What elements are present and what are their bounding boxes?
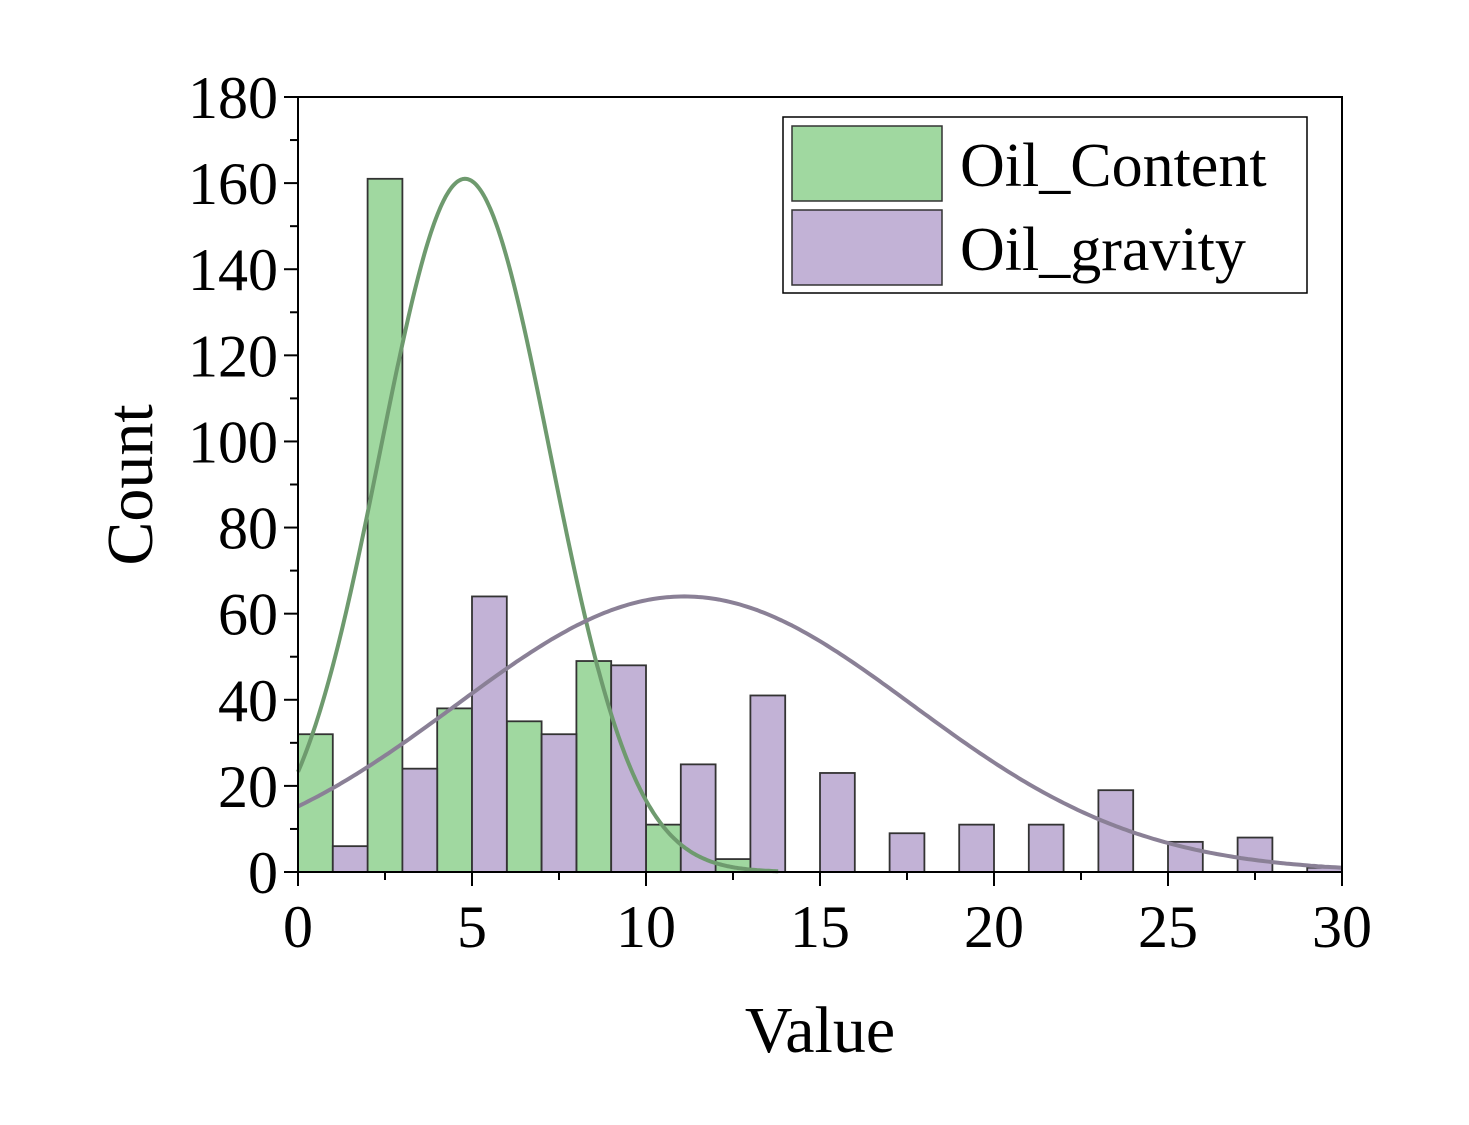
bar-oil-gravity (749, 694, 787, 873)
y-tick-label: 80 (218, 496, 278, 562)
x-tick-label: 0 (283, 894, 313, 960)
bar-oil-content (505, 720, 543, 873)
x-tick-labels: 0 5 10 15 20 25 30 (283, 894, 1372, 960)
bar-oil-gravity (471, 595, 508, 873)
y-tick-label: 20 (218, 754, 278, 820)
y-tick-label: 120 (188, 323, 278, 389)
bar-oil-content (645, 823, 682, 873)
bar-oil-gravity (888, 832, 926, 873)
legend-swatch-oil-gravity (791, 209, 943, 286)
bar-oil-gravity (1236, 836, 1274, 873)
fit-curve-oil-content (296, 176, 779, 874)
bar-oil-gravity (1027, 823, 1065, 873)
legend-label-oil-gravity: Oil_gravity (960, 216, 1246, 284)
x-tick-label: 10 (616, 894, 676, 960)
y-tick-label: 140 (188, 237, 278, 303)
legend-label-oil-content: Oil_Content (960, 132, 1267, 200)
y-tick-label: 180 (188, 65, 278, 131)
bar-oil-gravity (401, 767, 439, 873)
x-tick-label: 5 (457, 894, 487, 960)
x-axis-title: Value (745, 994, 895, 1067)
bar-oil-gravity (331, 845, 369, 873)
fit-curve-oil-gravity (297, 594, 1343, 870)
y-tick-label: 60 (218, 582, 278, 648)
fit-curves-layer (296, 176, 1343, 874)
y-tick-label: 100 (188, 409, 278, 475)
bar-oil-gravity (540, 733, 578, 873)
bar-oil-gravity (819, 772, 856, 873)
x-tick-label: 20 (964, 894, 1024, 960)
y-tick-label: 0 (248, 840, 278, 906)
y-tick-label: 40 (218, 668, 278, 734)
bars-layer (297, 177, 1343, 873)
y-tick-label: 160 (188, 151, 278, 217)
bar-oil-gravity (958, 823, 995, 873)
legend: Oil_Content Oil_gravity (782, 116, 1308, 294)
x-tick-label: 15 (790, 894, 850, 960)
axis-ticks (284, 96, 1343, 886)
x-tick-label: 25 (1138, 894, 1198, 960)
y-axis-title: Count (94, 404, 167, 565)
bar-oil-content (436, 707, 473, 873)
legend-swatch-oil-content (791, 125, 943, 202)
y-tick-labels: 0 20 40 60 80 100 120 140 160 180 (188, 65, 278, 906)
bar-oil-content (366, 177, 404, 873)
x-tick-label: 30 (1312, 894, 1372, 960)
